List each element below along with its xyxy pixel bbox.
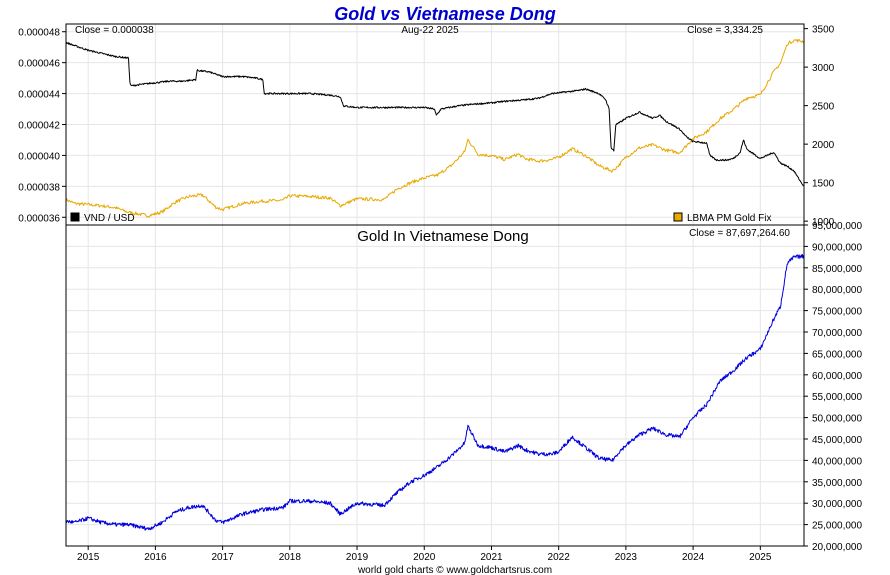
bottom-right-tick-label-85,000,000: 85,000,000 <box>812 264 862 275</box>
x-axis: 2015 2016 2017 2018 2019 2020 2021 2022 2023 2024… <box>77 546 772 563</box>
top-right-axis: 1000 1500 2000 2500 3000 3500 <box>804 25 835 228</box>
gold-in-vnd-line <box>65 254 805 531</box>
top-right-tick-label-1500: 1500 <box>812 179 835 190</box>
close-gold-label: Close = 3,334.25 <box>687 25 763 36</box>
top-right-tick-label-3000: 3000 <box>812 63 835 74</box>
top-right-tick-label-2500: 2500 <box>812 102 835 113</box>
x-tick-label-2015: 2015 <box>77 552 100 563</box>
bottom-grid <box>66 224 804 547</box>
bottom-right-tick-label-65,000,000: 65,000,000 <box>812 349 862 360</box>
bottom-right-tick-label-75,000,000: 75,000,000 <box>812 307 862 318</box>
bottom-right-tick-label-35,000,000: 35,000,000 <box>812 478 862 489</box>
bottom-right-tick-label-80,000,000: 80,000,000 <box>812 285 862 296</box>
bottom-right-tick-label-70,000,000: 70,000,000 <box>812 328 862 339</box>
top-left-tick-label-0.000036: 0.000036 <box>18 213 60 224</box>
legend-gold-swatch <box>673 212 683 222</box>
top-left-tick-label-0.000040: 0.000040 <box>18 151 60 162</box>
bottom-right-axis: 20,000,000 25,000,000 30,000,000 35,000,000… <box>804 221 862 553</box>
x-tick-label-2020: 2020 <box>413 552 436 563</box>
bottom-right-tick-label-60,000,000: 60,000,000 <box>812 371 862 382</box>
bottom-right-tick-label-95,000,000: 95,000,000 <box>812 221 862 232</box>
bottom-panel: 20,000,000 25,000,000 30,000,000 35,000,000… <box>65 221 862 575</box>
top-right-tick-label-3500: 3500 <box>812 25 835 36</box>
bottom-right-tick-label-30,000,000: 30,000,000 <box>812 499 862 510</box>
bottom-right-tick-label-50,000,000: 50,000,000 <box>812 414 862 425</box>
x-tick-label-2021: 2021 <box>480 552 503 563</box>
bottom-right-tick-label-45,000,000: 45,000,000 <box>812 435 862 446</box>
vnd-usd-line <box>65 42 805 187</box>
top-series <box>65 38 805 218</box>
bottom-series <box>65 254 805 531</box>
top-left-tick-label-0.000044: 0.000044 <box>18 90 60 101</box>
bottom-chart-title: Gold In Vietnamese Dong <box>357 228 529 245</box>
top-left-tick-label-0.000048: 0.000048 <box>18 28 60 39</box>
legend-vnd-label: VND / USD <box>84 213 135 224</box>
bottom-right-tick-label-40,000,000: 40,000,000 <box>812 456 862 467</box>
top-left-tick-label-0.000042: 0.000042 <box>18 121 60 132</box>
x-tick-label-2022: 2022 <box>548 552 571 563</box>
top-grid <box>66 24 804 225</box>
bottom-right-tick-label-25,000,000: 25,000,000 <box>812 521 862 532</box>
top-right-tick-label-1000: 1000 <box>812 217 835 228</box>
date-label: Aug-22 2025 <box>401 25 459 36</box>
bottom-right-tick-label-55,000,000: 55,000,000 <box>812 392 862 403</box>
x-tick-label-2024: 2024 <box>682 552 705 563</box>
x-tick-label-2023: 2023 <box>615 552 638 563</box>
bottom-plot-frame <box>65 224 805 547</box>
close-vnd-gold-label: Close = 87,697,264.60 <box>689 228 790 239</box>
gold-price-line <box>65 38 805 218</box>
close-vnd-label: Close = 0.000038 <box>75 25 154 36</box>
x-tick-label-2017: 2017 <box>211 552 234 563</box>
x-tick-label-2019: 2019 <box>346 552 369 563</box>
bottom-right-tick-label-20,000,000: 20,000,000 <box>812 542 862 553</box>
bottom-right-tick-label-90,000,000: 90,000,000 <box>812 242 862 253</box>
source-credit: world gold charts © www.goldchartsrus.co… <box>357 565 552 575</box>
x-tick-label-2025: 2025 <box>749 552 772 563</box>
legend-vnd-swatch <box>70 212 80 222</box>
chart-title: Gold vs Vietnamese Dong <box>334 4 555 24</box>
top-panel: 0.000036 0.000038 0.000040 0.000042 0.000044… <box>18 23 835 228</box>
top-right-tick-label-2000: 2000 <box>812 140 835 151</box>
x-tick-label-2018: 2018 <box>279 552 302 563</box>
top-left-axis: 0.000036 0.000038 0.000040 0.000042 0.000044… <box>18 28 66 224</box>
top-left-tick-label-0.000038: 0.000038 <box>18 182 60 193</box>
top-left-tick-label-0.000046: 0.000046 <box>18 59 60 70</box>
legend-gold-label: LBMA PM Gold Fix <box>687 213 771 224</box>
x-tick-label-2016: 2016 <box>144 552 167 563</box>
